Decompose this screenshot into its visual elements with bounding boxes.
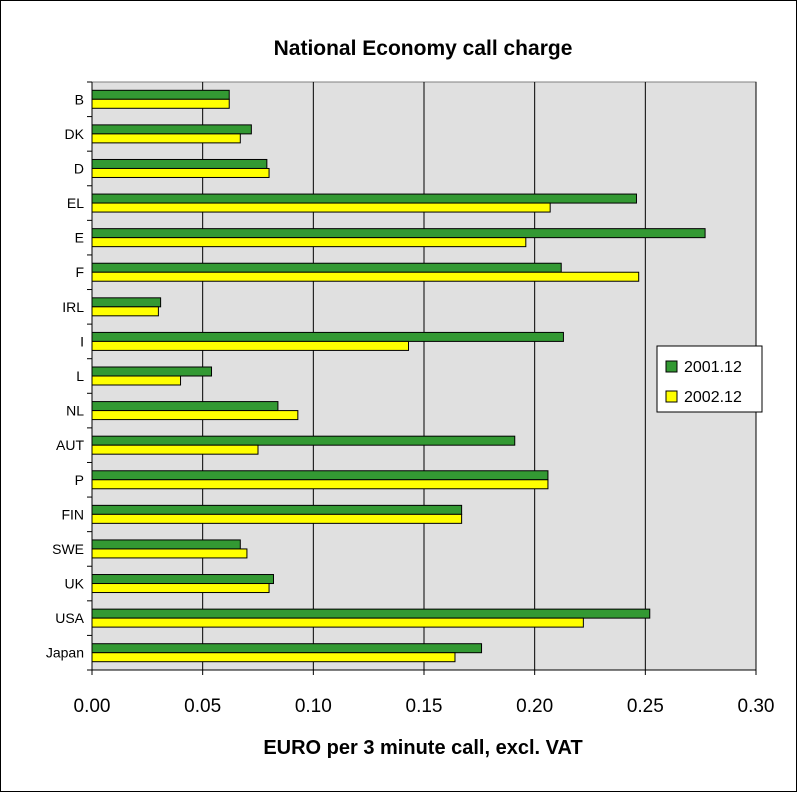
x-tick-label: 0.30 — [738, 696, 775, 717]
bar-series-2 — [92, 376, 181, 385]
category-label: EL — [67, 195, 84, 211]
category-label: IRL — [62, 299, 84, 315]
bar-series-2 — [92, 653, 455, 662]
category-label: SWE — [52, 541, 84, 557]
bar-series-1 — [92, 505, 462, 514]
bar-series-1 — [92, 229, 705, 238]
bar-series-2 — [92, 203, 550, 212]
category-label: L — [76, 368, 84, 384]
bar-series-2 — [92, 514, 462, 523]
category-label: FIN — [61, 506, 84, 522]
x-tick-label: 0.15 — [406, 696, 443, 717]
bar-series-1 — [92, 332, 563, 341]
category-label: DK — [65, 126, 85, 142]
x-tick-label: 0.00 — [74, 696, 111, 717]
bar-series-2 — [92, 238, 526, 247]
legend-swatch — [666, 361, 677, 372]
category-label: AUT — [56, 437, 84, 453]
bar-series-1 — [92, 575, 273, 584]
bar-series-1 — [92, 436, 515, 445]
bar-series-2 — [92, 341, 409, 350]
legend-swatch — [666, 391, 677, 402]
legend-label: 2001.12 — [684, 359, 742, 376]
bar-series-1 — [92, 298, 161, 307]
bar-series-2 — [92, 618, 583, 627]
bar-series-1 — [92, 540, 240, 549]
bar-series-1 — [92, 644, 482, 653]
category-label: I — [80, 333, 84, 349]
bar-series-2 — [92, 445, 258, 454]
x-axis-title: EURO per 3 minute call, excl. VAT — [263, 737, 582, 759]
bar-series-1 — [92, 402, 278, 411]
x-tick-label: 0.10 — [295, 696, 332, 717]
x-tick-labels: 0.00 0.05 0.10 0.15 0.20 0.25 0.30 — [74, 696, 775, 717]
bar-series-2 — [92, 549, 247, 558]
bar-series-1 — [92, 367, 212, 376]
category-label: F — [75, 264, 84, 280]
category-label: Japan — [46, 645, 84, 661]
bar-series-1 — [92, 90, 229, 99]
bar-series-1 — [92, 194, 636, 203]
bar-series-1 — [92, 609, 650, 618]
x-tick-label: 0.25 — [627, 696, 664, 717]
bar-series-1 — [92, 471, 548, 480]
bar-series-2 — [92, 99, 229, 108]
bar-series-1 — [92, 263, 561, 272]
category-labels: B DK D EL E F IRL I L NL AUT P FIN SWE UK USA Japan — [46, 91, 85, 660]
legend-label: 2002.12 — [684, 389, 742, 406]
x-tick-label: 0.05 — [184, 696, 221, 717]
bar-series-1 — [92, 159, 267, 168]
bar-series-2 — [92, 134, 240, 143]
bar-series-1 — [92, 125, 251, 134]
category-label: E — [75, 230, 84, 246]
bar-series-2 — [92, 307, 158, 316]
category-label: NL — [66, 403, 84, 419]
x-tick-label: 0.20 — [516, 696, 553, 717]
legend: 2001.12 2002.12 — [657, 346, 762, 412]
chart-title: National Economy call charge — [274, 37, 573, 60]
bar-series-2 — [92, 272, 639, 281]
category-label: D — [74, 160, 84, 176]
category-label: P — [75, 472, 84, 488]
category-label: UK — [65, 576, 85, 592]
bar-series-2 — [92, 480, 548, 489]
bar-series-2 — [92, 411, 298, 420]
bar-series-2 — [92, 168, 269, 177]
category-label: USA — [55, 610, 84, 626]
bar-series-2 — [92, 584, 269, 593]
category-label: B — [75, 91, 84, 107]
